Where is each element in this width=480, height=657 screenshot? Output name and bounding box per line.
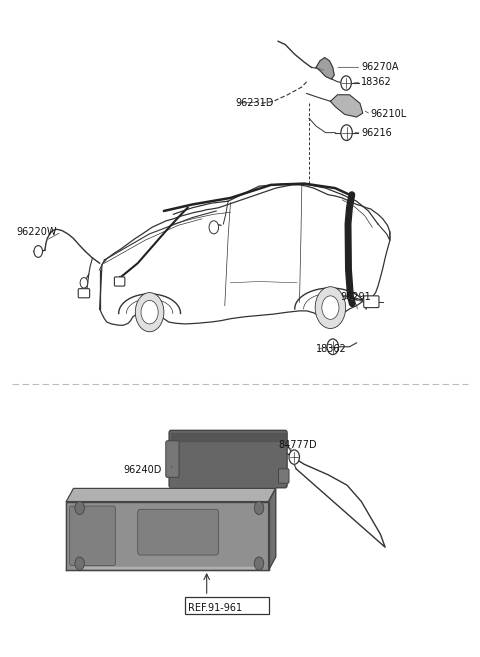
Circle shape (209, 221, 218, 234)
Polygon shape (268, 488, 276, 570)
Circle shape (80, 277, 88, 288)
FancyBboxPatch shape (70, 506, 115, 566)
Circle shape (322, 296, 339, 319)
Text: 18362: 18362 (316, 344, 347, 354)
Text: 84777D: 84777D (278, 440, 317, 449)
Circle shape (341, 125, 352, 141)
Text: 96216: 96216 (361, 127, 392, 138)
Circle shape (254, 557, 264, 570)
Text: REF.91-961: REF.91-961 (188, 603, 242, 613)
Polygon shape (330, 95, 363, 117)
Polygon shape (66, 488, 276, 501)
FancyBboxPatch shape (185, 597, 269, 614)
FancyBboxPatch shape (138, 509, 218, 555)
Polygon shape (316, 58, 334, 79)
Circle shape (75, 501, 84, 514)
Circle shape (315, 286, 346, 328)
Circle shape (34, 246, 43, 258)
FancyBboxPatch shape (364, 296, 379, 307)
FancyBboxPatch shape (114, 277, 125, 286)
Circle shape (341, 76, 351, 90)
FancyBboxPatch shape (166, 441, 179, 478)
Polygon shape (171, 433, 285, 441)
Text: 96210L: 96210L (371, 109, 407, 120)
Text: 96291: 96291 (340, 292, 371, 302)
Polygon shape (66, 501, 268, 570)
FancyBboxPatch shape (169, 430, 287, 487)
Circle shape (135, 292, 164, 332)
Text: 18362: 18362 (361, 78, 392, 87)
Text: 96240D: 96240D (123, 465, 162, 475)
FancyBboxPatch shape (278, 469, 289, 483)
FancyBboxPatch shape (78, 288, 90, 298)
Circle shape (75, 557, 84, 570)
Circle shape (254, 501, 264, 514)
Circle shape (289, 450, 300, 464)
Circle shape (327, 339, 338, 355)
Text: 96270A: 96270A (361, 62, 399, 72)
Text: 96231D: 96231D (235, 99, 274, 108)
Circle shape (141, 300, 158, 324)
Text: 96220W: 96220W (16, 227, 57, 237)
